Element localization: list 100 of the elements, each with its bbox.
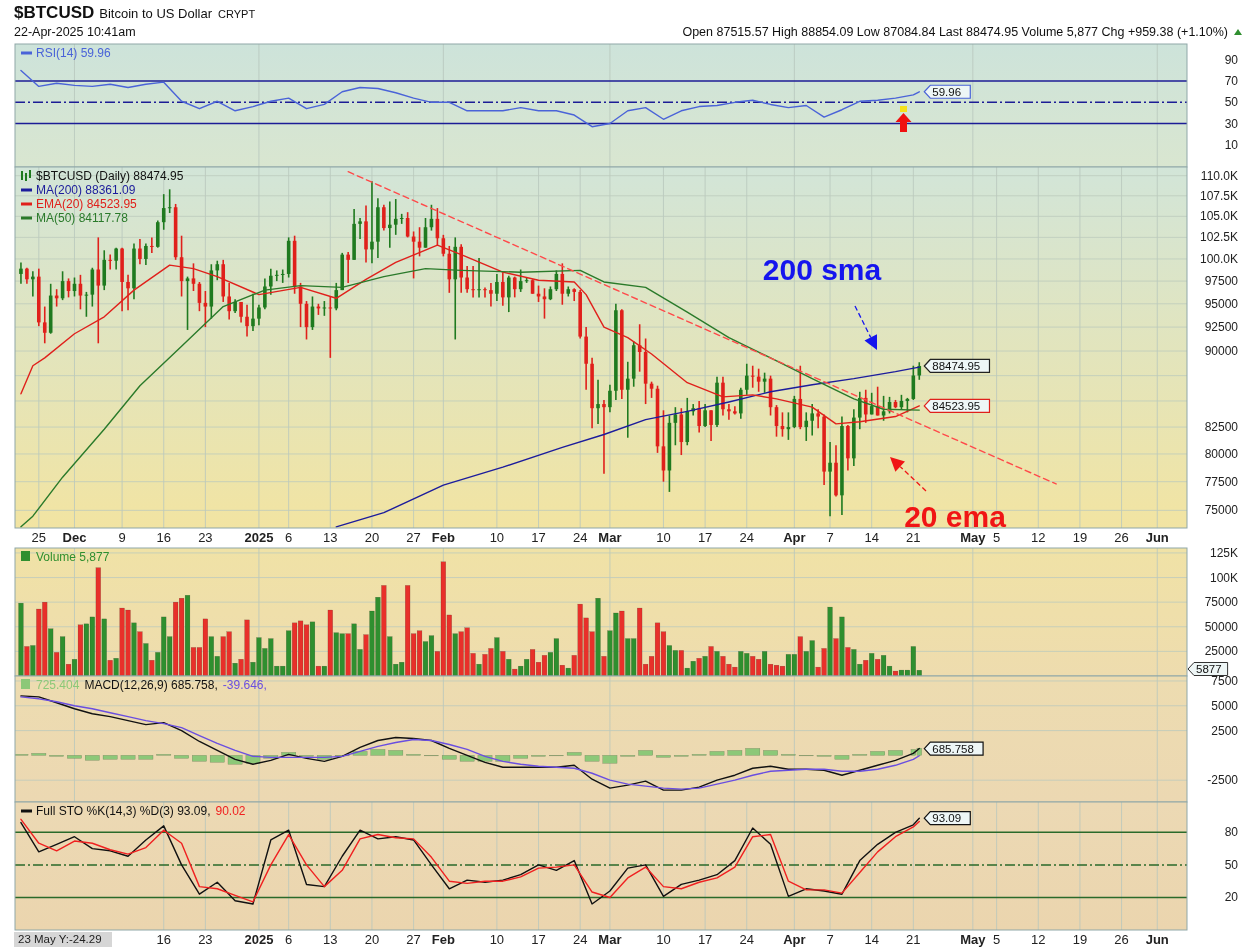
bar — [67, 755, 82, 759]
legend-label: Volume 5,877 — [36, 550, 110, 564]
bar — [85, 755, 100, 761]
data-label: 59.96 — [932, 85, 962, 98]
annotation: 200 sma — [762, 253, 882, 286]
y-tick-label: 50000 — [1204, 619, 1239, 634]
bar — [727, 750, 743, 756]
candlestick — [19, 261, 23, 285]
y-tick-label: 70 — [1224, 74, 1239, 89]
x-tick-label: 16 — [156, 932, 171, 947]
x-tick-label: Jun — [1145, 530, 1169, 545]
candlestick — [274, 269, 279, 282]
x-tick-label: 13 — [323, 932, 338, 947]
x-tick-label: 19 — [1072, 530, 1088, 545]
x-tick-label: 2025 — [244, 932, 274, 947]
y-tick-label: 125K — [1209, 545, 1238, 560]
bar — [888, 750, 903, 756]
x-tick-label: 16 — [156, 530, 171, 545]
x-tick-label: 26 — [1114, 932, 1129, 947]
candlestick — [709, 409, 713, 442]
y-tick-label: 2500 — [1211, 723, 1239, 738]
candlestick — [42, 305, 47, 345]
candlestick — [161, 193, 166, 231]
candlestick — [280, 268, 285, 284]
x-tick-label: 27 — [406, 530, 421, 545]
x-tick-label: 24 — [739, 530, 754, 545]
legend-label: RSI(14) 59.96 — [36, 46, 112, 60]
x-tick-label: Apr — [783, 932, 806, 947]
y-tick-label: 80 — [1224, 825, 1239, 840]
x-tick-label: 25 — [31, 530, 47, 545]
candlestick — [191, 262, 196, 292]
chart-subtitle: Bitcoin to US Dollar — [99, 6, 213, 21]
bar — [566, 752, 582, 756]
y-tick-label: 90 — [1224, 52, 1239, 67]
x-tick-label: 14 — [864, 932, 879, 947]
x-tick-label: 21 — [906, 530, 921, 545]
y-tick-label: 50 — [1224, 95, 1239, 110]
x-tick-label: 2025 — [244, 530, 274, 545]
x-tick-label: 24 — [572, 932, 588, 947]
y-tick-label: 75000 — [1204, 595, 1239, 610]
y-tick-label: -2500 — [1207, 773, 1239, 788]
candlestick — [257, 303, 261, 327]
y-tick-label: 30 — [1224, 116, 1239, 131]
x-tick-label: 12 — [1031, 530, 1046, 545]
candlestick — [512, 275, 517, 299]
y-tick-label: 90000 — [1204, 344, 1239, 359]
x-tick-label: 19 — [1072, 932, 1088, 947]
candlestick — [750, 364, 755, 389]
candlestick — [388, 200, 392, 249]
legend-label: 725.404 — [36, 678, 80, 692]
legend-label: MA(200) 88361.09 — [36, 183, 136, 197]
bar — [638, 750, 653, 756]
y-tick-label: 10 — [1224, 137, 1239, 152]
x-tick-label: Dec — [62, 530, 87, 545]
candlestick — [608, 383, 612, 414]
candlestick — [733, 405, 737, 416]
x-tick-label: 13 — [323, 530, 338, 545]
y-tick-label: 105.0K — [1199, 209, 1238, 224]
candlestick — [739, 386, 743, 420]
candlestick — [382, 203, 386, 232]
legend-label: MA(50) 84117.78 — [36, 211, 129, 225]
candlestick — [203, 290, 208, 328]
x-tick-label: May — [960, 932, 987, 947]
x-tick-label: Mar — [598, 530, 622, 545]
legend-label: $BTCUSD (Daily) 88474.95 — [36, 169, 184, 183]
text: 90.02 — [215, 804, 246, 818]
candlestick — [471, 265, 475, 299]
text: Open 87515.57 High 88854.09 Low 87084.84 Last 88474.95 Volume 5,877 Chg +959.38 (+1.10%) — [682, 25, 1228, 39]
x-tick-label: Feb — [431, 530, 455, 545]
y-tick-label: 25000 — [1204, 644, 1239, 659]
x-tick-label: 5 — [993, 932, 1001, 947]
y-tick-label: 75000 — [1204, 503, 1239, 518]
text: CRYPT — [218, 8, 256, 20]
bar — [709, 751, 725, 756]
x-tick-label: 7 — [826, 932, 834, 947]
bar — [870, 751, 885, 756]
candlestick — [358, 217, 362, 240]
text: 5877 — [1196, 663, 1222, 675]
bar — [513, 755, 529, 759]
candlestick — [625, 360, 630, 439]
candlestick — [150, 236, 154, 254]
candlestick — [542, 287, 547, 320]
x-tick-label: Mar — [598, 932, 622, 947]
candlestick — [185, 275, 190, 331]
x-tick-label: 6 — [285, 932, 293, 947]
candlestick — [144, 242, 148, 266]
bar — [584, 755, 600, 762]
candlestick — [245, 303, 249, 338]
candlestick — [703, 403, 707, 428]
chart-title: $BTCUSD — [14, 3, 95, 22]
x-tick-label: 24 — [739, 932, 754, 947]
candlestick — [596, 378, 600, 425]
candlestick — [828, 441, 832, 517]
text: 23 May Y:-24.29 — [18, 933, 102, 945]
candlestick — [334, 282, 339, 312]
x-tick-label: 20 — [364, 932, 380, 947]
x-tick-label: 17 — [697, 530, 713, 545]
x-tick-label: Feb — [431, 932, 455, 947]
x-tick-label: 10 — [656, 530, 671, 545]
candlestick — [370, 180, 374, 265]
